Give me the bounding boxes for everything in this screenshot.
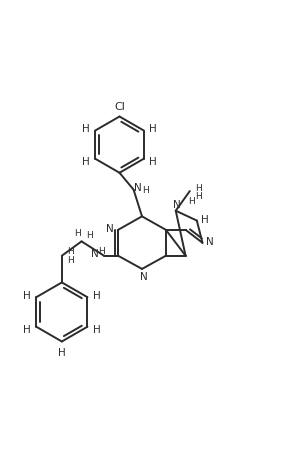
- Text: H: H: [82, 124, 90, 134]
- Text: H: H: [86, 230, 93, 239]
- Text: H: H: [142, 185, 149, 194]
- Text: H: H: [74, 229, 81, 237]
- Text: H: H: [188, 196, 195, 205]
- Text: H: H: [149, 157, 157, 167]
- Text: N: N: [139, 271, 147, 281]
- Text: H: H: [195, 191, 202, 200]
- Text: H: H: [22, 324, 30, 334]
- Text: H: H: [68, 246, 74, 256]
- Text: N: N: [91, 248, 99, 258]
- Text: N: N: [173, 199, 181, 209]
- Text: H: H: [149, 124, 157, 134]
- Text: H: H: [68, 255, 74, 264]
- Text: Cl: Cl: [114, 101, 125, 112]
- Text: H: H: [82, 157, 90, 167]
- Text: N: N: [106, 224, 114, 234]
- Text: N: N: [206, 237, 214, 247]
- Text: H: H: [93, 290, 101, 300]
- Text: H: H: [98, 246, 105, 256]
- Text: H: H: [195, 184, 202, 193]
- Text: H: H: [93, 324, 101, 334]
- Text: H: H: [22, 290, 30, 300]
- Text: N: N: [134, 182, 142, 192]
- Text: H: H: [58, 347, 66, 358]
- Text: H: H: [201, 215, 209, 224]
